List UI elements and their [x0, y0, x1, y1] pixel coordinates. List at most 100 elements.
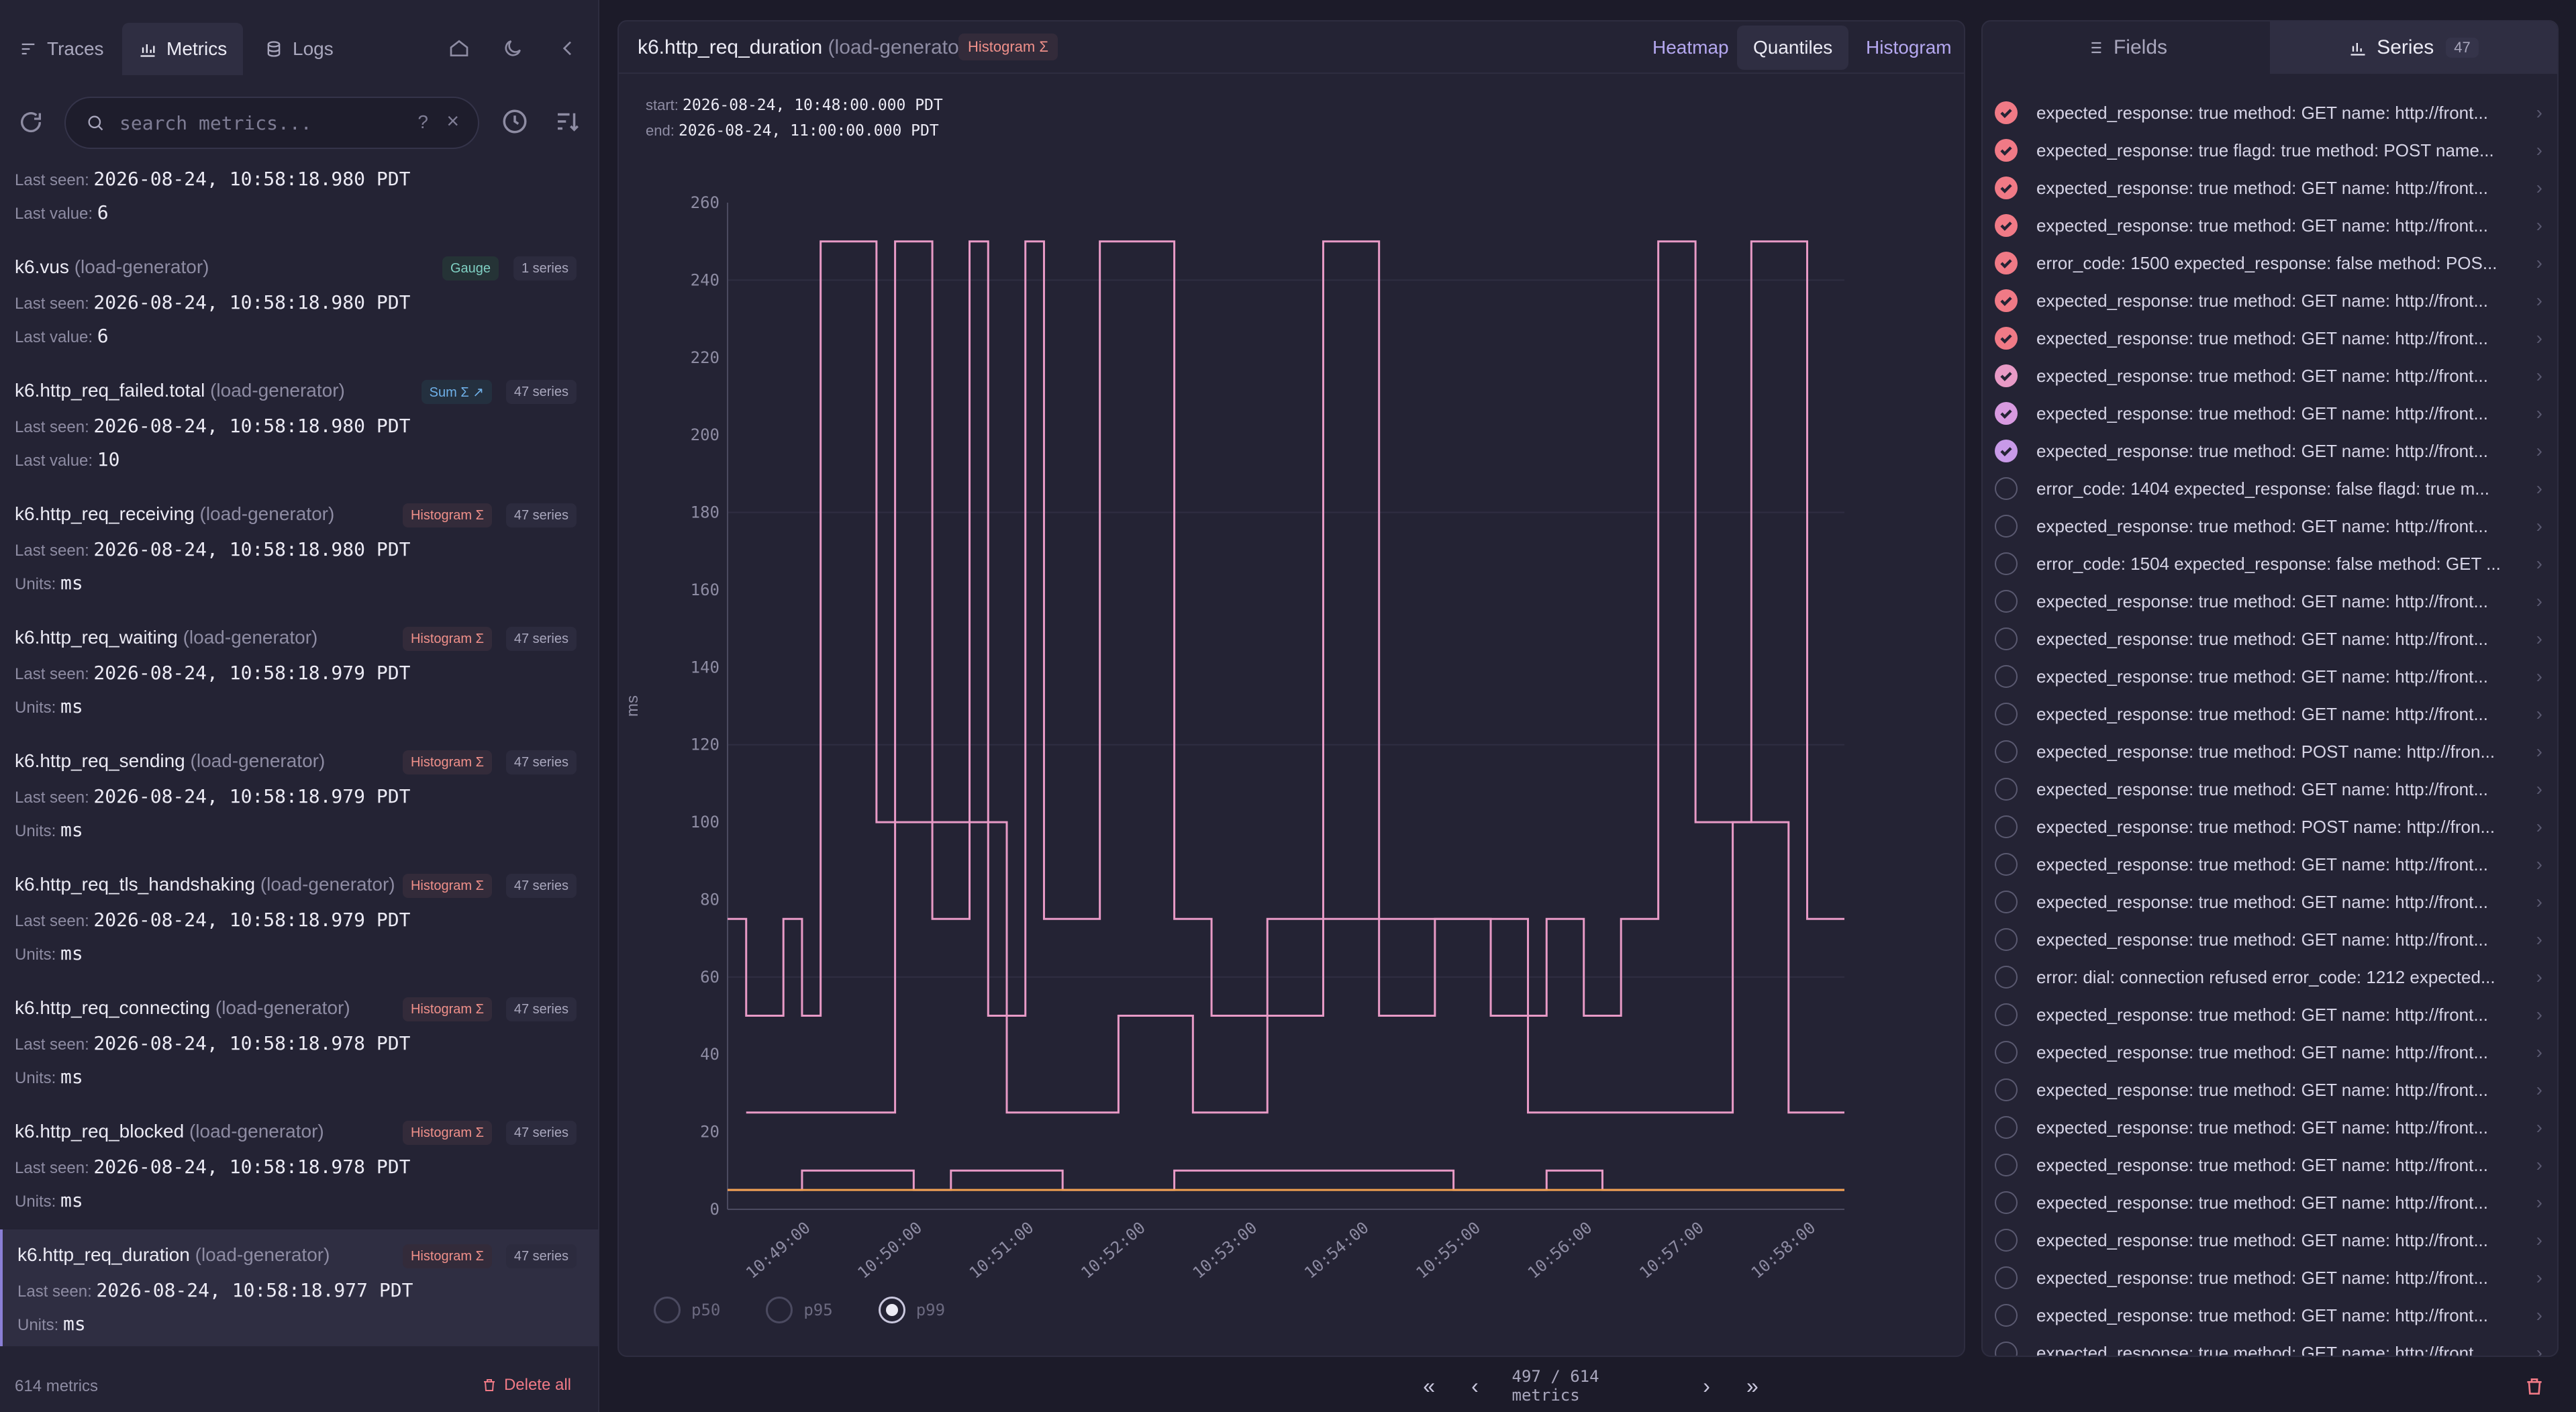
- chevron-right-icon[interactable]: ›: [2536, 140, 2542, 160]
- series-checkbox[interactable]: [1995, 1003, 2018, 1026]
- collapse-sidebar-button[interactable]: [554, 35, 581, 62]
- chevron-right-icon[interactable]: ›: [2536, 478, 2542, 499]
- metric-list-item[interactable]: k6.http_req_failed.total (load-generator…: [0, 365, 599, 489]
- series-row[interactable]: error_code: 1504 expected_response: fals…: [1983, 545, 2557, 583]
- series-checkbox[interactable]: [1995, 1191, 2018, 1214]
- series-row[interactable]: expected_response: true method: GET name…: [1983, 357, 2557, 395]
- chevron-right-icon[interactable]: ›: [2536, 403, 2542, 423]
- series-row[interactable]: expected_response: true method: GET name…: [1983, 507, 2557, 545]
- chevron-right-icon[interactable]: ›: [2536, 365, 2542, 386]
- search-clear-button[interactable]: ×: [446, 109, 459, 133]
- series-checkbox[interactable]: [1995, 815, 2018, 838]
- metric-list-item[interactable]: k6.http_req_waiting (load-generator) Hist…: [0, 612, 599, 736]
- sort-icon[interactable]: [553, 107, 581, 136]
- tab-fields[interactable]: Fields: [1983, 21, 2270, 74]
- series-row[interactable]: expected_response: true method: GET name…: [1983, 395, 2557, 432]
- series-checkbox[interactable]: [1995, 402, 2018, 425]
- series-checkbox[interactable]: [1995, 853, 2018, 876]
- series-row[interactable]: expected_response: true method: GET name…: [1983, 658, 2557, 695]
- series-row[interactable]: expected_response: true method: GET name…: [1983, 1184, 2557, 1221]
- chevron-right-icon[interactable]: ›: [2536, 628, 2542, 649]
- metric-list-item[interactable]: k6.http_req_receiving (load-generator) Hi…: [0, 489, 599, 612]
- series-checkbox[interactable]: [1995, 477, 2018, 500]
- tab-quantiles[interactable]: Quantiles: [1737, 26, 1849, 70]
- series-row[interactable]: expected_response: true method: GET name…: [1983, 770, 2557, 808]
- chevron-right-icon[interactable]: ›: [2536, 703, 2542, 724]
- series-checkbox[interactable]: [1995, 327, 2018, 350]
- series-checkbox[interactable]: [1995, 1116, 2018, 1139]
- p95-radio[interactable]: [766, 1297, 793, 1323]
- series-row[interactable]: expected_response: true method: GET name…: [1983, 432, 2557, 470]
- series-row[interactable]: expected_response: true method: GET name…: [1983, 1109, 2557, 1146]
- chevron-right-icon[interactable]: ›: [2536, 1305, 2542, 1325]
- series-checkbox[interactable]: [1995, 139, 2018, 162]
- series-row[interactable]: expected_response: true method: GET name…: [1983, 319, 2557, 357]
- refresh-icon[interactable]: [17, 109, 44, 136]
- series-checkbox[interactable]: [1995, 1229, 2018, 1252]
- series-row[interactable]: expected_response: true method: GET name…: [1983, 921, 2557, 958]
- home-button[interactable]: [446, 35, 473, 62]
- series-checkbox[interactable]: [1995, 1266, 2018, 1289]
- metric-list-item[interactable]: k6.http_req_connecting (load-generator) H…: [0, 982, 599, 1106]
- metric-list-item[interactable]: k6.http_req_blocked (load-generator) Hist…: [0, 1106, 599, 1229]
- chevron-right-icon[interactable]: ›: [2536, 591, 2542, 611]
- chevron-right-icon[interactable]: ›: [2536, 1004, 2542, 1025]
- trash-icon[interactable]: [2524, 1376, 2545, 1397]
- tab-traces[interactable]: Traces: [3, 23, 120, 75]
- chevron-right-icon[interactable]: ›: [2536, 1154, 2542, 1175]
- series-row[interactable]: expected_response: true method: GET name…: [1983, 207, 2557, 244]
- delete-all-button[interactable]: Delete all: [481, 1376, 571, 1395]
- chevron-right-icon[interactable]: ›: [2536, 177, 2542, 198]
- series-row[interactable]: expected_response: true method: GET name…: [1983, 883, 2557, 921]
- series-checkbox[interactable]: [1995, 665, 2018, 688]
- series-row[interactable]: expected_response: true method: POST nam…: [1983, 808, 2557, 846]
- series-row[interactable]: expected_response: true method: GET name…: [1983, 282, 2557, 319]
- series-checkbox[interactable]: [1995, 703, 2018, 725]
- tab-metrics[interactable]: Metrics: [122, 23, 244, 75]
- series-checkbox[interactable]: [1995, 1154, 2018, 1176]
- series-checkbox[interactable]: [1995, 552, 2018, 575]
- metric-list-item[interactable]: Last seen: 2026-08-24, 10:58:18.980 PDT L…: [0, 158, 599, 242]
- series-checkbox[interactable]: [1995, 289, 2018, 312]
- search-input[interactable]: [119, 111, 415, 134]
- series-checkbox[interactable]: [1995, 1342, 2018, 1356]
- series-row[interactable]: expected_response: true method: GET name…: [1983, 1071, 2557, 1109]
- series-row[interactable]: error: dial: connection refused error_co…: [1983, 958, 2557, 996]
- chevron-right-icon[interactable]: ›: [2536, 553, 2542, 574]
- series-checkbox[interactable]: [1995, 515, 2018, 538]
- first-page-button[interactable]: «: [1423, 1373, 1436, 1398]
- series-row[interactable]: expected_response: true method: GET name…: [1983, 1146, 2557, 1184]
- next-page-button[interactable]: ›: [1703, 1373, 1710, 1398]
- chevron-right-icon[interactable]: ›: [2536, 1229, 2542, 1250]
- metric-list-item[interactable]: k6.http_req_tls_handshaking (load-genera…: [0, 859, 599, 982]
- series-checkbox[interactable]: [1995, 891, 2018, 913]
- chevron-right-icon[interactable]: ›: [2536, 1117, 2542, 1138]
- series-checkbox[interactable]: [1995, 928, 2018, 951]
- series-checkbox[interactable]: [1995, 966, 2018, 989]
- series-row[interactable]: error_code: 1500 expected_response: fals…: [1983, 244, 2557, 282]
- series-row[interactable]: expected_response: true method: GET name…: [1983, 1334, 2557, 1357]
- chevron-right-icon[interactable]: ›: [2536, 966, 2542, 987]
- chevron-right-icon[interactable]: ›: [2536, 1342, 2542, 1357]
- series-checkbox[interactable]: [1995, 590, 2018, 613]
- theme-toggle-button[interactable]: [499, 35, 526, 62]
- metric-list-item[interactable]: k6.http_req_duration (load-generator) His…: [0, 1229, 599, 1346]
- series-checkbox[interactable]: [1995, 740, 2018, 763]
- series-row[interactable]: expected_response: true method: GET name…: [1983, 1033, 2557, 1071]
- series-checkbox[interactable]: [1995, 101, 2018, 124]
- prev-page-button[interactable]: ‹: [1471, 1373, 1479, 1398]
- chevron-right-icon[interactable]: ›: [2536, 290, 2542, 311]
- series-checkbox[interactable]: [1995, 252, 2018, 274]
- chevron-right-icon[interactable]: ›: [2536, 440, 2542, 461]
- series-checkbox[interactable]: [1995, 1041, 2018, 1064]
- quantile-p50[interactable]: p50: [654, 1297, 720, 1323]
- p50-radio[interactable]: [654, 1297, 681, 1323]
- chevron-right-icon[interactable]: ›: [2536, 515, 2542, 536]
- chevron-right-icon[interactable]: ›: [2536, 1267, 2542, 1288]
- series-checkbox[interactable]: [1995, 1078, 2018, 1101]
- series-row[interactable]: expected_response: true method: GET name…: [1983, 94, 2557, 132]
- chevron-right-icon[interactable]: ›: [2536, 741, 2542, 762]
- series-row[interactable]: expected_response: true method: GET name…: [1983, 1221, 2557, 1259]
- series-checkbox[interactable]: [1995, 364, 2018, 387]
- p99-radio[interactable]: [878, 1297, 905, 1323]
